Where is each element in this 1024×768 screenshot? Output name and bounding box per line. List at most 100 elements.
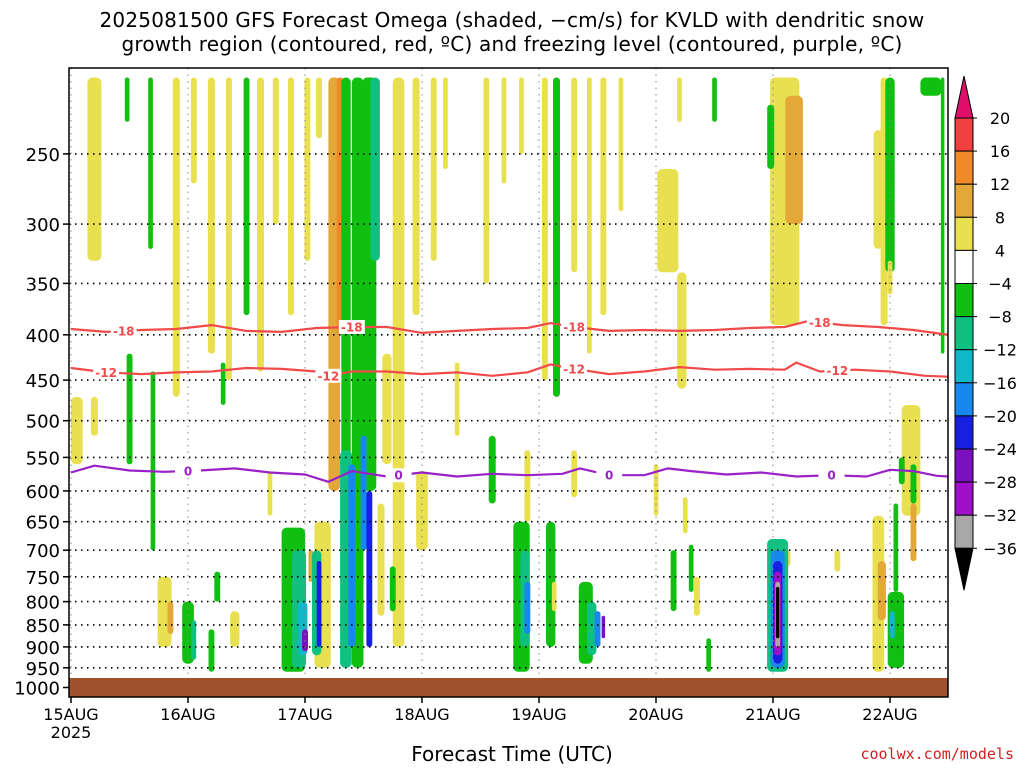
omega-shade-cell xyxy=(670,550,677,612)
omega-shade-cell xyxy=(208,629,215,672)
omega-shade-cell xyxy=(382,353,392,465)
contour-label-bg xyxy=(561,320,588,334)
chart-title-line-2: growth region (contoured, red, ºC) and f… xyxy=(121,32,903,56)
omega-shade-cell xyxy=(694,576,700,616)
axes-layer: 2503003504004505005506006507007508008509… xyxy=(14,67,949,742)
colorbar-tick-label: −36 xyxy=(983,539,1017,558)
omega-shade-cell xyxy=(541,77,548,381)
omega-shade-cell xyxy=(524,450,531,522)
y-tick-label: 800 xyxy=(26,593,60,614)
y-tick-label: 350 xyxy=(26,274,60,295)
omega-shade-cell xyxy=(785,95,803,224)
colorbar-swatch xyxy=(954,150,974,185)
colorbar-tick-label: 12 xyxy=(990,175,1010,194)
colorbar-swatch xyxy=(954,283,974,318)
omega-shade-cell xyxy=(600,77,607,316)
y-tick-label: 500 xyxy=(26,412,60,433)
x-tick-label: 15AUG xyxy=(43,705,98,724)
omega-shade-cell xyxy=(243,77,250,316)
omega-shade-cell xyxy=(360,435,367,551)
omega-shade-cell xyxy=(920,77,942,96)
contour-line xyxy=(70,361,948,378)
contour-label: 0 xyxy=(394,469,402,483)
x-axis-label: Forecast Time (UTC) xyxy=(411,742,613,766)
credit-text: coolwx.com/models xyxy=(860,745,1014,763)
grid-layer xyxy=(69,68,948,697)
omega-shade-cell xyxy=(551,581,557,612)
y-tick-label: 250 xyxy=(26,145,60,166)
omega-shade-cell xyxy=(191,620,197,660)
omega-shade-cell xyxy=(348,464,356,647)
y-tick-label: 900 xyxy=(26,638,60,659)
contour-label: -18 xyxy=(809,316,831,330)
plot-frame xyxy=(68,67,949,698)
omega-shade-cell xyxy=(910,464,917,504)
contour-label: -18 xyxy=(113,324,135,338)
omega-shade-cell xyxy=(172,77,180,397)
omega-shade-cell xyxy=(167,601,174,634)
omega-shade-cell xyxy=(412,77,420,316)
omega-shade-cell xyxy=(226,77,232,381)
omega-shade-cell xyxy=(873,130,883,249)
contour-label-bg xyxy=(315,368,342,383)
omega-shade-cell xyxy=(366,490,373,647)
colorbar-bottom-triangle xyxy=(954,547,974,591)
colorbar-swatch xyxy=(954,448,974,483)
contour-label-bg xyxy=(175,463,201,478)
omega-shade-cell xyxy=(519,77,524,154)
colorbar-tick-label: −8 xyxy=(988,308,1012,327)
omega-shade-cell xyxy=(454,362,460,436)
omega-shade-cell xyxy=(182,601,194,664)
omega-shade-cell xyxy=(71,396,83,465)
omega-shade-cell xyxy=(940,77,945,354)
colorbar-top-triangle xyxy=(954,75,974,119)
omega-shade-cell xyxy=(257,77,264,372)
colorbar-tick-label: −28 xyxy=(983,473,1017,492)
y-tick-label: 650 xyxy=(26,513,60,534)
colorbar-tick-label: −32 xyxy=(983,506,1017,525)
contour-label: -18 xyxy=(563,321,585,335)
omega-shade-cell xyxy=(230,611,240,647)
contour-label-bg xyxy=(561,361,588,376)
colorbar-swatch xyxy=(954,183,974,218)
omega-shade-cell xyxy=(524,581,531,634)
omega-shade-cell xyxy=(126,353,133,465)
colorbar-swatch xyxy=(954,216,974,251)
colorbar-swatch xyxy=(954,316,974,351)
x-tick-label: 18AUG xyxy=(394,705,449,724)
y-tick-label: 750 xyxy=(26,568,60,589)
omega-shade-cell xyxy=(87,77,102,261)
omega-shade-cell xyxy=(587,601,597,656)
omega-shade-cell xyxy=(601,615,606,639)
omega-shade-cell xyxy=(887,260,893,295)
colorbar-swatch xyxy=(954,415,974,450)
colorbar: 20 16 12 8 4 −4 −8 −12 −16 −20 −24 −28 −32 −36 xyxy=(954,75,1017,591)
colorbar-swatch xyxy=(954,382,974,417)
contour-label: -12 xyxy=(95,366,117,380)
colorbar-tick-label: 20 xyxy=(990,109,1010,128)
contour-label-bg xyxy=(824,363,851,378)
omega-shade-cell xyxy=(657,169,679,273)
omega-shade-cell xyxy=(272,77,279,225)
omega-shade-cell xyxy=(618,77,624,211)
omega-shade-cell xyxy=(587,77,592,354)
contour-label: -12 xyxy=(318,369,340,383)
colorbar-swatch xyxy=(954,349,974,384)
contour-label: 0 xyxy=(827,469,835,483)
omega-shade-cell xyxy=(893,503,899,592)
contour-label: -18 xyxy=(341,321,363,335)
colorbar-swatch xyxy=(954,481,974,516)
omega-shade-cell xyxy=(546,521,556,647)
omega-shade-cell xyxy=(688,544,694,592)
omega-shade-cell xyxy=(90,396,98,436)
contour-label-bg xyxy=(596,468,623,483)
y-tick-label: 850 xyxy=(26,616,60,637)
colorbar-tick-label: −20 xyxy=(983,407,1017,426)
omega-shade-cell xyxy=(677,77,682,122)
omega-shade-cell xyxy=(124,77,130,122)
contour-label: -12 xyxy=(827,364,849,378)
colorbar-tick-label: −12 xyxy=(983,341,1017,360)
colorbar-tick-label: −24 xyxy=(983,440,1017,459)
contour-label-bg xyxy=(818,468,845,483)
colorbar-tick-label: −4 xyxy=(988,275,1012,294)
